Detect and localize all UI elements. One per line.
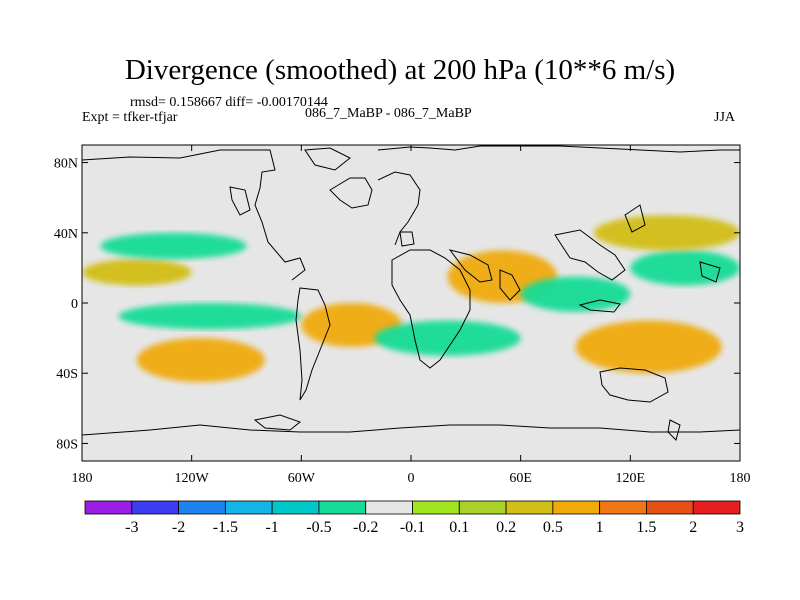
experiment-label: Expt = tfker-tfjar: [82, 110, 178, 125]
divergence-region-3: [118, 303, 302, 330]
colorbar-label: -0.2: [353, 519, 378, 536]
divergence-region-4: [136, 338, 265, 382]
colorbar-label: 0.2: [496, 519, 516, 536]
colorbar-swatch: [458, 500, 507, 515]
colorbar-swatch: [131, 500, 179, 515]
map-background: [82, 145, 740, 461]
divergence-region-8: [520, 276, 631, 312]
colorbar-label: 1.5: [636, 519, 656, 536]
x-tick-label: 60E: [509, 471, 532, 486]
colorbar-label: -2: [172, 519, 185, 536]
divergence-region-1: [82, 259, 192, 286]
plot-title: Divergence (smoothed) at 200 hPa (10**6 …: [124, 54, 676, 86]
coastlines: [82, 145, 740, 441]
colorbar-swatch: [646, 500, 694, 515]
colorbar-label: 1: [596, 519, 604, 536]
y-tick-label: 80N: [54, 157, 78, 172]
divergence-field: [82, 215, 740, 382]
colorbar: -3 -2 -1.5 -1 -0.5 -0.2 -0.1 0.1 0.2 0.5 1 1.5 2 3: [84, 500, 744, 536]
colorbar-swatch: [505, 500, 554, 515]
divergence-region-6: [374, 320, 521, 356]
y-tick-label: 0: [71, 297, 78, 312]
colorbar-swatch: [412, 500, 460, 515]
colorbar-label: 2: [689, 519, 697, 536]
x-tick-label: 120E: [616, 471, 646, 486]
y-tick-label: 40S: [56, 367, 78, 382]
colorbar-swatch: [365, 500, 413, 515]
colorbar-label: 0.5: [543, 519, 563, 536]
colorbar-label: 3: [736, 519, 744, 536]
colorbar-label: 0.1: [449, 519, 469, 536]
colorbar-swatch: [224, 500, 273, 515]
y-tick-label: 80S: [56, 437, 78, 452]
colorbar-swatch: [552, 500, 601, 515]
x-tick-label: 120W: [175, 471, 210, 486]
colorbar-label: -0.5: [306, 519, 331, 536]
season-label: JJA: [714, 110, 736, 125]
colorbar-swatch: [271, 500, 320, 515]
colorbar-swatch: [599, 500, 647, 515]
colorbar-label: -3: [125, 519, 138, 536]
divergence-region-9: [575, 320, 722, 374]
colorbar-swatch: [178, 500, 226, 515]
y-tick-label: 40N: [54, 227, 78, 242]
divergence-region-2: [100, 232, 247, 260]
x-tick-label: 180: [72, 471, 93, 486]
colorbar-swatch: [84, 500, 133, 515]
divergence-region-11: [593, 215, 740, 251]
y-axis: 80N 40N 0 40S 80S: [54, 157, 740, 452]
colorbar-label: -1: [265, 519, 278, 536]
divergence-region-10: [630, 250, 740, 286]
comparison-label: 086_7_MaBP - 086_7_MaBP: [305, 106, 472, 121]
x-tick-label: 180: [730, 471, 751, 486]
x-tick-label: 60W: [288, 471, 316, 486]
colorbar-label: -1.5: [213, 519, 238, 536]
x-axis: 180 120W 60W 0 60E 120E 180: [72, 145, 751, 486]
colorbar-swatch: [692, 500, 741, 515]
colorbar-swatch: [318, 500, 367, 515]
stats-text: rmsd= 0.158667 diff= -0.00170144: [130, 95, 328, 110]
x-tick-label: 0: [408, 471, 415, 486]
colorbar-label: -0.1: [400, 519, 425, 536]
